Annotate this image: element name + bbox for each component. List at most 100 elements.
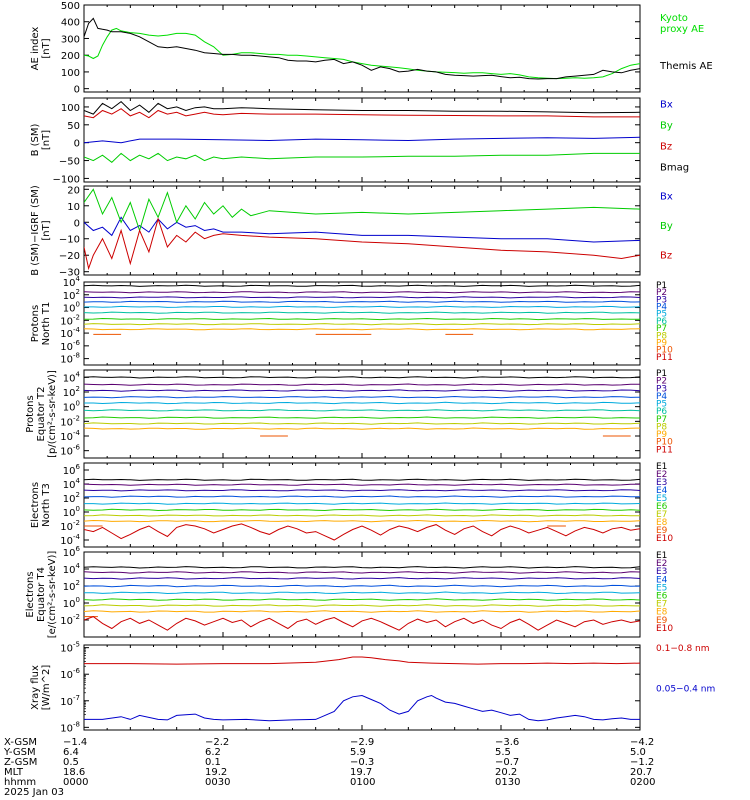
series-line xyxy=(84,422,640,425)
legend-label: P3 xyxy=(656,384,667,394)
legend-label: P3 xyxy=(656,295,667,305)
legend-label: proxy AE xyxy=(660,24,704,35)
y-tick-label: 400 xyxy=(61,18,80,29)
y-tick-label: 200 xyxy=(61,51,80,62)
y-tick-label: 10-4 xyxy=(60,429,80,443)
orbit-value: −2.9 xyxy=(350,737,374,748)
y-tick-label: 10-2 xyxy=(60,414,80,428)
y-tick-label: 10-5 xyxy=(60,641,80,655)
series-line xyxy=(84,300,640,303)
y-axis-label: Protons xyxy=(25,395,36,432)
y-axis-label: Equator T2 xyxy=(36,387,47,442)
series-line xyxy=(84,571,640,574)
y-axis-label: North T1 xyxy=(41,302,52,346)
y-axis-label: B (SM)−IGRF (SM) xyxy=(30,185,41,276)
legend-label: 0.05−0.4 nm xyxy=(656,685,715,695)
y-tick-label: 10-2 xyxy=(60,519,80,533)
y-tick-label: 102 xyxy=(63,288,80,302)
legend-label: E8 xyxy=(656,518,668,528)
plot-area xyxy=(84,100,640,163)
orbit-value: 6.4 xyxy=(63,747,79,758)
series-line xyxy=(84,395,640,399)
y-axis-label: Equator T4 xyxy=(36,567,47,622)
legend-label: P5 xyxy=(656,310,667,320)
y-tick-label: 100 xyxy=(61,103,80,114)
series-line xyxy=(84,514,640,517)
series-line xyxy=(84,136,640,144)
legend-label: P1 xyxy=(656,281,667,291)
legend-label: P6 xyxy=(656,407,667,417)
series-line xyxy=(84,577,640,580)
panel-3: 20 10 0 −10 −20 −30 B (SM)−IGRF (SM) [nT] Bx By Bz xyxy=(30,185,673,279)
orbit-value: −0.7 xyxy=(495,757,519,768)
series-line xyxy=(84,416,640,419)
legend-label: E4 xyxy=(656,486,668,496)
orbit-value: 20.2 xyxy=(495,767,517,778)
y-tick-label: 104 xyxy=(63,370,81,384)
orbit-value: 0.5 xyxy=(63,757,79,768)
legend-label: P5 xyxy=(656,400,667,410)
legend-label: E10 xyxy=(656,624,673,634)
orbit-value: 5.9 xyxy=(350,747,366,758)
legend-label: E4 xyxy=(656,575,668,585)
y-tick-label: 10-6 xyxy=(60,667,80,681)
y-tick-label: 100 xyxy=(63,505,80,519)
orbit-value: −2.2 xyxy=(205,737,229,748)
legend-label: P11 xyxy=(656,353,673,363)
series-line xyxy=(84,519,640,523)
legend-label: E9 xyxy=(656,616,668,626)
series-line xyxy=(84,217,640,271)
legend-label: P9 xyxy=(656,338,667,348)
orbit-value: 5.5 xyxy=(495,747,511,758)
series-line xyxy=(84,216,640,243)
legend-label: E10 xyxy=(656,534,673,544)
series-line xyxy=(84,694,640,722)
y-axis-label: North T3 xyxy=(41,483,52,527)
series-line xyxy=(84,383,640,386)
series-line xyxy=(84,502,640,505)
orbit-value: 0030 xyxy=(205,777,230,788)
orbit-row-label: Z-GSM xyxy=(4,757,37,768)
y-axis-label: AE index xyxy=(30,27,41,71)
legend-label: P4 xyxy=(656,303,667,313)
y-axis-label: Protons xyxy=(30,305,41,342)
legend-label: P4 xyxy=(656,392,667,402)
legend-label: P8 xyxy=(656,331,667,341)
series-line xyxy=(84,604,640,607)
y-tick-label: 106 xyxy=(63,545,81,559)
series-line xyxy=(84,311,640,314)
legend-label: P7 xyxy=(656,415,667,425)
legend-label: P10 xyxy=(656,438,673,448)
legend-label: P7 xyxy=(656,324,667,334)
orbit-row-label: Y-GSM xyxy=(3,747,36,758)
orbit-value: 18.6 xyxy=(63,767,85,778)
series-line xyxy=(84,328,640,331)
orbit-value: 0.1 xyxy=(205,757,221,768)
legend-label: Bx xyxy=(660,99,673,110)
orbit-value: 19.2 xyxy=(205,767,227,778)
series-line xyxy=(84,284,640,287)
y-tick-label: 100 xyxy=(63,400,80,414)
series-line xyxy=(84,188,640,233)
legend-label: E5 xyxy=(656,583,667,593)
orbit-value: −4.2 xyxy=(630,737,654,748)
plot-area xyxy=(84,566,640,631)
orbit-value: 0000 xyxy=(63,777,88,788)
series-line xyxy=(84,291,640,294)
series-line xyxy=(84,508,640,512)
legend-label: Bx xyxy=(660,191,673,202)
y-tick-label: 0 xyxy=(74,218,80,229)
y-tick-label: 10-8 xyxy=(60,352,80,366)
series-line xyxy=(84,100,640,115)
orbit-value: 19.7 xyxy=(350,767,372,778)
orbit-row-label: X-GSM xyxy=(4,737,37,748)
legend-label: E3 xyxy=(656,478,667,488)
y-tick-label: 10-2 xyxy=(60,613,80,627)
legend-label: 0.1−0.8 nm xyxy=(656,644,710,654)
y-tick-label: 300 xyxy=(61,34,80,45)
legend-label: E3 xyxy=(656,567,667,577)
legend-label: P2 xyxy=(656,288,667,298)
plot-area xyxy=(84,376,640,437)
